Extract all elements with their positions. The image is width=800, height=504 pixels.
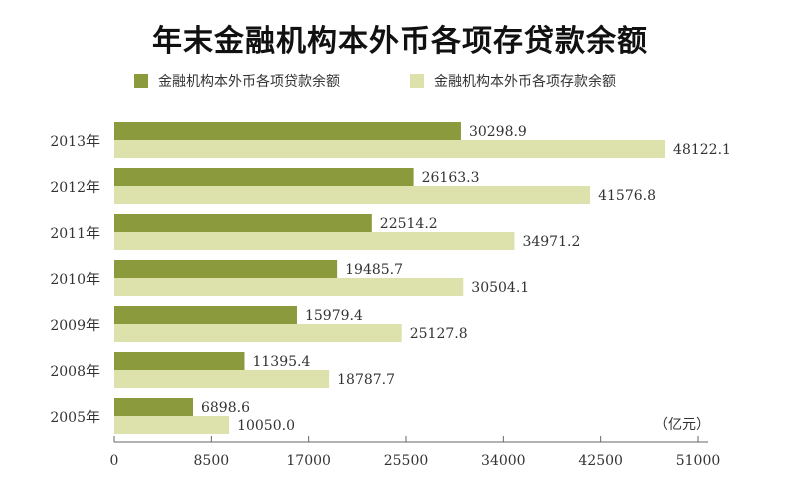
category-label: 2008年 <box>50 364 100 380</box>
loan-bar <box>114 260 338 278</box>
deposit-bar <box>114 140 666 158</box>
x-tick-label: 17000 <box>286 453 331 469</box>
x-tick-label: 51000 <box>676 453 721 469</box>
legend-label-loans: 金融机构本外币各项贷款余额 <box>158 74 340 90</box>
x-tick-label: 34000 <box>481 453 526 469</box>
category-label: 2009年 <box>50 318 100 334</box>
deposit-bar <box>114 186 591 204</box>
legend-item-deposits: 金融机构本外币各项存款余额 <box>410 71 616 91</box>
unit-label: （亿元） <box>654 417 710 433</box>
loan-value-label: 26163.3 <box>422 170 480 186</box>
chart-title: 年末金融机构本外币各项存贷款余额 <box>152 24 648 59</box>
legend-swatch-deposits <box>410 74 424 88</box>
loan-bar <box>114 306 297 324</box>
loan-bar <box>114 122 461 140</box>
legend-swatch-loans <box>134 74 148 88</box>
legend-label-deposits: 金融机构本外币各项存款余额 <box>434 74 616 90</box>
deposit-value-label: 10050.0 <box>237 418 295 434</box>
category-label: 2011年 <box>50 226 100 242</box>
x-tick-label: 42500 <box>578 453 623 469</box>
chart-legend: 金融机构本外币各项贷款余额 金融机构本外币各项存款余额 <box>0 71 800 93</box>
deposit-value-label: 25127.8 <box>410 326 468 342</box>
loan-value-label: 6898.6 <box>201 400 250 416</box>
loan-value-label: 22514.2 <box>380 216 438 232</box>
deposit-value-label: 48122.1 <box>673 142 731 158</box>
deposit-bar <box>114 278 464 296</box>
loan-bar <box>114 398 193 416</box>
deposit-value-label: 34971.2 <box>522 234 580 250</box>
deposit-value-label: 30504.1 <box>471 280 529 296</box>
x-tick-label: 25500 <box>384 453 429 469</box>
deposit-bar <box>114 324 402 342</box>
deposit-bar <box>114 370 330 388</box>
category-label: 2012年 <box>50 180 100 196</box>
category-label: 2010年 <box>50 272 100 288</box>
category-label: 2013年 <box>50 134 100 150</box>
loan-bar <box>114 214 372 232</box>
loan-bar <box>114 352 245 370</box>
deposit-value-label: 41576.8 <box>598 188 656 204</box>
loan-value-label: 19485.7 <box>345 262 403 278</box>
legend-item-loans: 金融机构本外币各项贷款余额 <box>134 71 340 91</box>
loan-bar <box>114 168 414 186</box>
category-label: 2005年 <box>50 410 100 426</box>
loan-value-label: 15979.4 <box>305 308 363 324</box>
deposit-bar <box>114 232 515 250</box>
x-tick-label: 8500 <box>194 453 230 469</box>
loan-value-label: 30298.9 <box>469 124 527 140</box>
loan-value-label: 11395.4 <box>252 354 310 370</box>
x-tick-label: 0 <box>110 453 119 469</box>
deposit-bar <box>114 416 230 434</box>
deposit-value-label: 18787.7 <box>337 372 395 388</box>
